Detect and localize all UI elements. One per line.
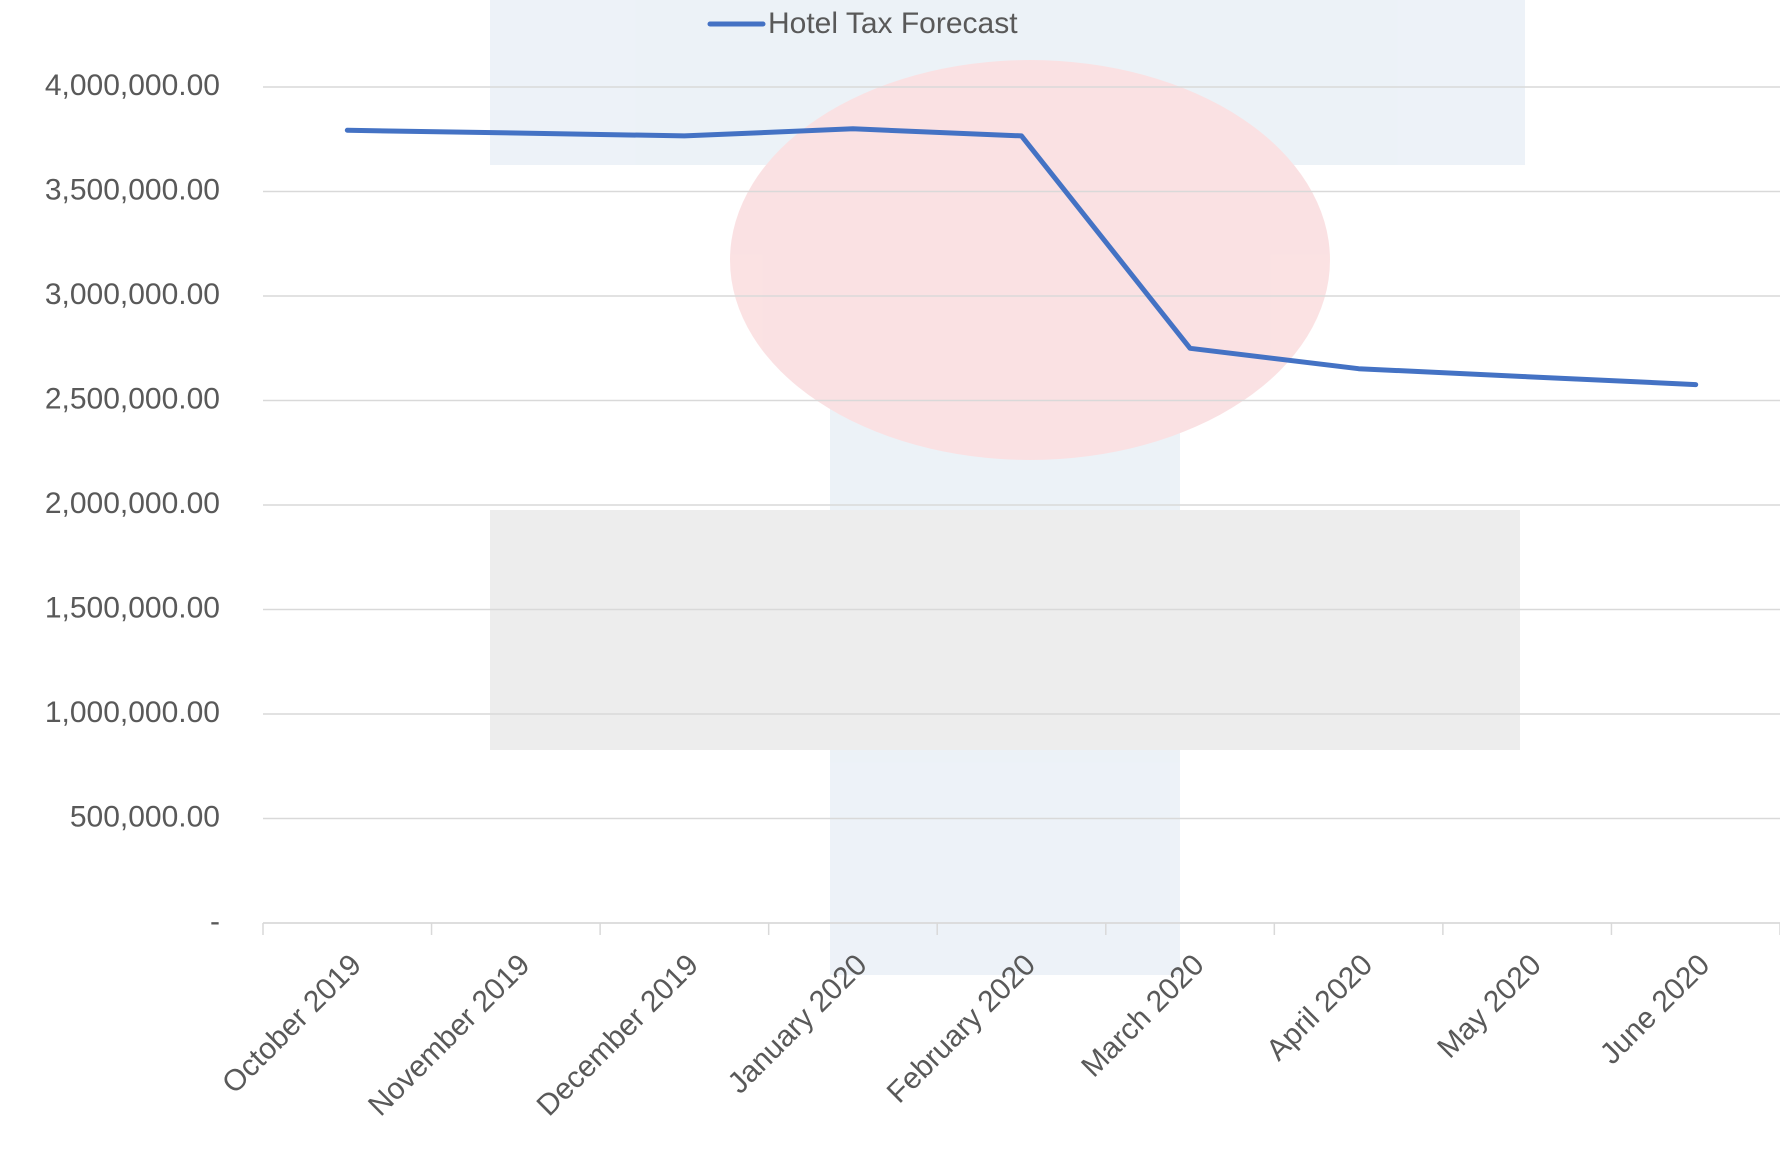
y-tick-label: - (210, 905, 220, 938)
y-tick-label: 1,500,000.00 (45, 591, 220, 624)
x-tick-label: June 2020 (1594, 948, 1716, 1070)
x-tick-label: May 2020 (1431, 948, 1547, 1064)
y-tick-label: 4,000,000.00 (45, 69, 220, 102)
legend-label: Hotel Tax Forecast (768, 7, 1018, 40)
watermark (490, 0, 1525, 975)
y-tick-label: 3,500,000.00 (45, 173, 220, 206)
y-tick-label: 2,000,000.00 (45, 487, 220, 520)
watermark-rose (730, 60, 1330, 460)
y-tick-label: 500,000.00 (70, 800, 220, 833)
x-tick-label: November 2019 (362, 948, 536, 1122)
watermark-block (490, 510, 1520, 750)
x-tick-label: October 2019 (216, 948, 368, 1100)
x-tick-label: April 2020 (1260, 948, 1379, 1067)
y-tick-label: 3,000,000.00 (45, 278, 220, 311)
x-tick-label: December 2019 (531, 948, 705, 1122)
x-tick-label: January 2020 (722, 948, 874, 1100)
y-tick-label: 2,500,000.00 (45, 382, 220, 415)
line-series (344, 126, 1699, 388)
y-tick-label: 1,000,000.00 (45, 696, 220, 729)
